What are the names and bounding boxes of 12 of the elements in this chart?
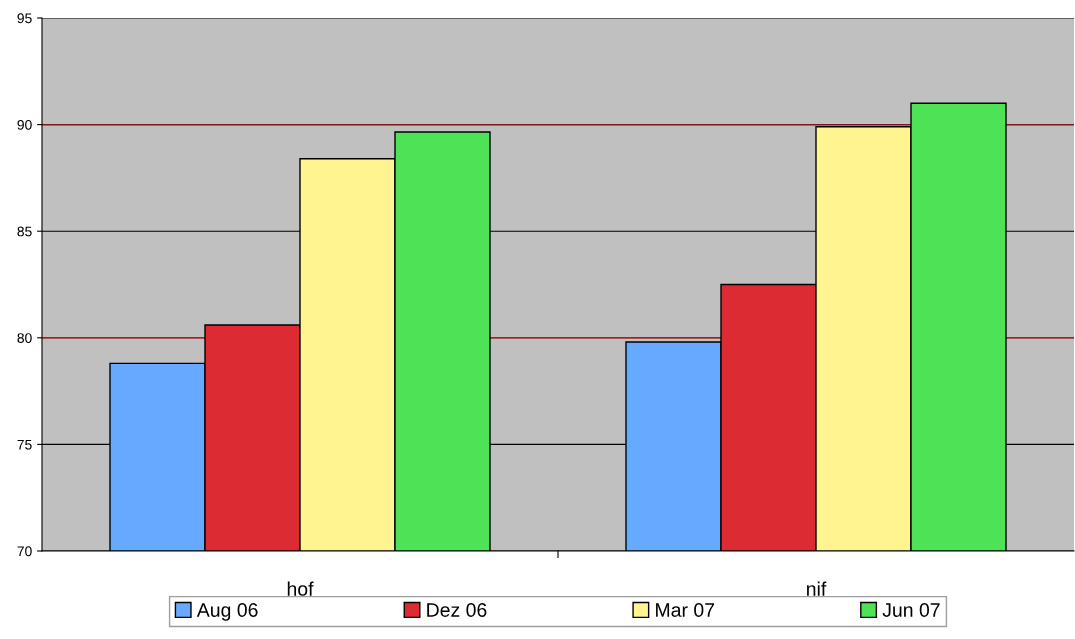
- y-tick-label: 80: [17, 333, 32, 343]
- y-tick-label: 90: [17, 119, 32, 130]
- y-tick-label: 70: [17, 546, 32, 557]
- legend-label: Jun 07: [882, 603, 940, 617]
- legend-label: Dez 06: [427, 603, 487, 617]
- legend-label: Mar 07: [656, 603, 715, 617]
- y-tick-label: 95: [17, 13, 32, 24]
- legend-label: Aug 06: [196, 603, 258, 621]
- x-tick-label: nif: [807, 581, 827, 596]
- y-tick-label: 75: [17, 439, 32, 450]
- y-tick-label: 85: [17, 226, 32, 237]
- x-tick-label: hof: [287, 581, 314, 596]
